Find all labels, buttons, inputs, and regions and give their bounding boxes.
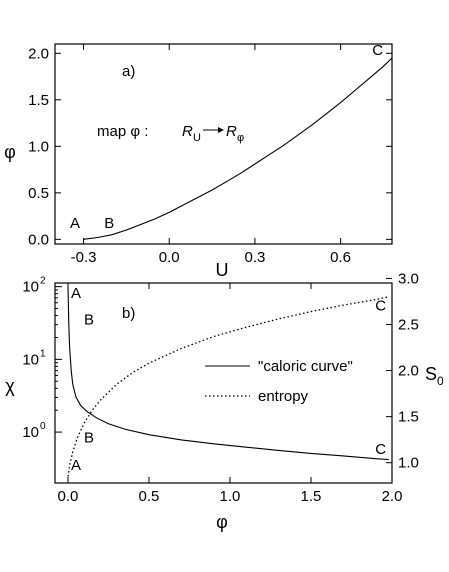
panel-a-ytick-label: 2.0 bbox=[28, 45, 49, 62]
panel-b-y2tick-label: 1.0 bbox=[398, 455, 419, 472]
panel-b-y2tick-label: 1.5 bbox=[398, 409, 419, 426]
panel-b-series bbox=[67, 286, 389, 477]
map-formula-r1-sub: U bbox=[193, 132, 201, 144]
panel-b-ytick-label: 10 bbox=[22, 424, 39, 441]
map-formula-r2: R bbox=[226, 123, 237, 140]
panel-b-ytick-exponent: 2 bbox=[40, 276, 46, 287]
panel-a-label: a) bbox=[122, 63, 135, 80]
panel-a-frame bbox=[54, 43, 393, 245]
panel-b-point-label: A bbox=[71, 285, 81, 302]
panel-b-point-label: A bbox=[71, 457, 81, 474]
panel-b-point-label: C bbox=[375, 441, 386, 458]
panel-b-ytick-label: 10 bbox=[22, 351, 39, 368]
panel-a-xtick-label: -0.3 bbox=[71, 249, 97, 266]
panel-a-annotations: A B C bbox=[70, 42, 383, 232]
panel-a-ytick-label: 1.0 bbox=[28, 138, 49, 155]
panel-a-ylabel: φ bbox=[4, 142, 16, 162]
panel-a-point-label: C bbox=[372, 42, 383, 59]
panel-a-ticks: -0.3 0.0 0.3 0.6 0.0 0.5 1.0 1.5 2.0 bbox=[28, 44, 392, 266]
caloric-curve-line bbox=[67, 286, 389, 461]
panel-b-ylabel: χ bbox=[5, 376, 15, 396]
panel-a-ytick-label: 0.5 bbox=[28, 185, 49, 202]
panel-b-point-label: C bbox=[375, 298, 386, 315]
panel-b-y2label-sub: 0 bbox=[437, 374, 444, 388]
panel-a-ytick-label: 0.0 bbox=[28, 231, 49, 248]
map-formula-r1: R bbox=[182, 123, 193, 140]
panel-b-xtick-label: 0.0 bbox=[58, 488, 79, 505]
panel-a-xtick-label: 0.0 bbox=[159, 249, 180, 266]
panel-b-xtick-label: 2.0 bbox=[382, 488, 403, 505]
panel-b-xtick-label: 0.5 bbox=[139, 488, 160, 505]
panel-b-xlabel: φ bbox=[216, 512, 228, 532]
legend-label-entropy: entropy bbox=[258, 388, 309, 405]
panel-b-y2label: S bbox=[425, 364, 437, 384]
panel-b-y2tick-label: 2.5 bbox=[398, 316, 419, 333]
entropy-line bbox=[67, 296, 389, 477]
panel-b-frame bbox=[54, 282, 393, 484]
panel-b-point-label: B bbox=[84, 312, 94, 329]
panel-a-series bbox=[83, 57, 393, 240]
panel-a-xtick-label: 0.6 bbox=[330, 249, 351, 266]
panel-b-label: b) bbox=[122, 305, 135, 322]
panel-a-curve bbox=[83, 57, 393, 240]
panel-a-ytick-label: 1.5 bbox=[28, 92, 49, 109]
panel-b-y2tick-label: 2.0 bbox=[398, 363, 419, 380]
panel-a-xtick-label: 0.3 bbox=[244, 249, 265, 266]
panel-a-point-label: B bbox=[104, 215, 114, 232]
panel-b-xtick-label: 1.0 bbox=[220, 488, 241, 505]
panel-b-ytick-exponent: 1 bbox=[40, 348, 46, 359]
panel-b-y2tick-label: 3.0 bbox=[398, 270, 419, 287]
panel-a: -0.3 0.0 0.3 0.6 0.0 0.5 1.0 1.5 2.0 A B C a) map … bbox=[4, 42, 393, 280]
panel-b-xtick-label: 1.5 bbox=[301, 488, 322, 505]
map-arrow-head bbox=[218, 127, 224, 133]
panel-b-ytick-exponent: 0 bbox=[40, 421, 46, 432]
legend: "caloric curve" entropy bbox=[205, 358, 353, 405]
panel-a-point-label: A bbox=[70, 215, 80, 232]
panel-b-ytick-label: 10 bbox=[22, 279, 39, 296]
map-formula-r2-sub: φ bbox=[237, 132, 244, 144]
panel-b-point-label: B bbox=[84, 429, 94, 446]
map-formula: map φ : R U R φ bbox=[97, 123, 244, 144]
map-formula-prefix: map φ : bbox=[97, 123, 148, 140]
panel-a-xlabel: U bbox=[216, 260, 229, 280]
legend-label-caloric: "caloric curve" bbox=[258, 358, 353, 375]
